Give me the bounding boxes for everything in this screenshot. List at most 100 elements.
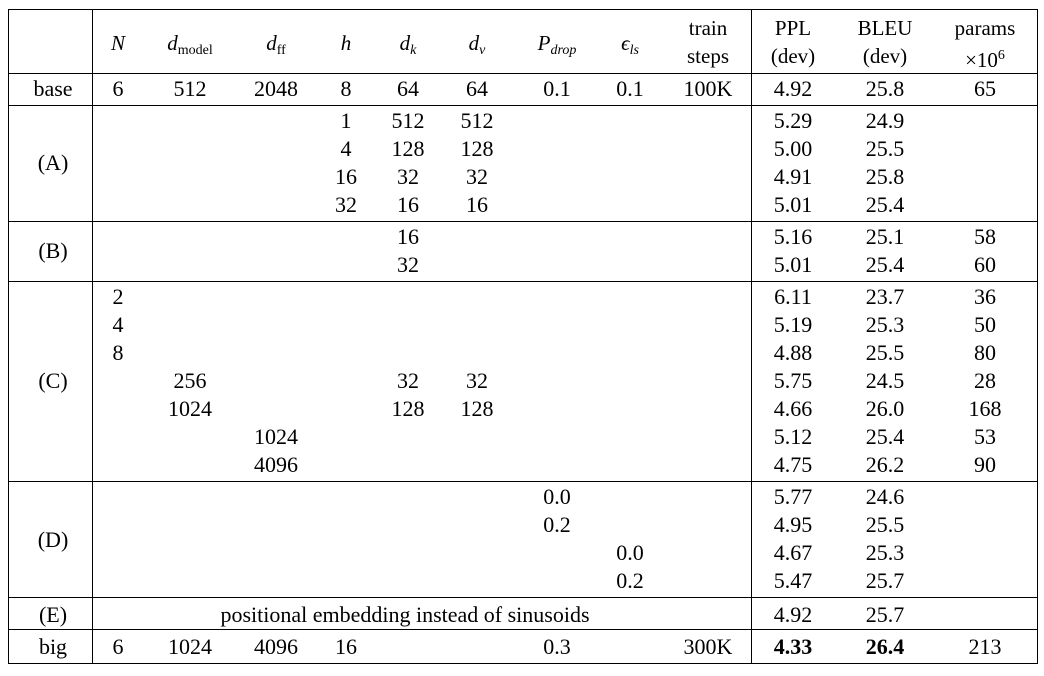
cell-bleu: 25.3	[865, 312, 905, 337]
col-header-p-drop: Pdrop	[538, 31, 577, 63]
cell-N: 2	[112, 284, 124, 309]
cell-d-v: 16	[466, 192, 488, 217]
cell-bleu: 25.7	[865, 602, 905, 627]
cell-steps: 100K	[683, 76, 733, 101]
horizontal-rule-5	[8, 481, 1038, 482]
cell-params: 80	[974, 340, 996, 365]
cell-eps: 0.2	[616, 568, 644, 593]
col-header-d-ff: dff	[266, 31, 286, 63]
cell-h: 8	[340, 76, 352, 101]
cell-d-v: 32	[466, 368, 488, 393]
cell-bleu: 25.5	[865, 136, 905, 161]
horizontal-rule-6	[8, 597, 1038, 598]
cell-d-k: 128	[391, 136, 425, 161]
col-header-N: N	[111, 31, 125, 55]
cell-d-k: 512	[391, 108, 425, 133]
col-header-eps-ls: ϵls	[621, 31, 639, 63]
cell-h: 1	[340, 108, 352, 133]
cell-ppl: 5.12	[773, 424, 813, 449]
cell-h: 4	[340, 136, 352, 161]
E-row-description: positional embedding instead of sinusoid…	[220, 602, 590, 627]
cell-ppl: 5.01	[773, 192, 813, 217]
group-label-base: base	[33, 76, 73, 101]
cell-params: 36	[974, 284, 996, 309]
col-header-h: h	[341, 31, 352, 55]
metrics-column-rule	[751, 9, 752, 663]
cell-h: 16	[335, 634, 357, 659]
col-header-h-text: h	[340, 31, 352, 55]
col-header-eps-ls-sub: ls	[629, 43, 639, 58]
cell-bleu: 24.6	[865, 484, 905, 509]
cell-params: 213	[968, 634, 1002, 659]
cell-ppl: 5.75	[773, 368, 813, 393]
cell-params: 58	[974, 224, 996, 249]
cell-ppl: 5.01	[773, 252, 813, 277]
cell-bleu: 25.5	[865, 512, 905, 537]
cell-bleu: 25.3	[865, 540, 905, 565]
col-header-d-k-sub: k	[410, 43, 417, 58]
cell-N: 4	[112, 312, 124, 337]
cell-bleu: 24.5	[865, 368, 905, 393]
cell-bleu: 26.4	[865, 634, 905, 659]
cell-N: 8	[112, 340, 124, 365]
cell-d-ff: 1024	[254, 424, 298, 449]
cell-bleu: 25.4	[865, 192, 905, 217]
cell-bleu: 23.7	[865, 284, 905, 309]
col-header-d-v-sub: v	[479, 43, 486, 58]
cell-d-model: 1024	[168, 396, 212, 421]
cell-d-ff: 2048	[254, 76, 298, 101]
cell-d-v: 128	[460, 396, 494, 421]
col-header-bleu-line1: BLEU	[857, 16, 913, 40]
cell-d-model: 1024	[168, 634, 212, 659]
horizontal-rule-1	[8, 73, 1038, 74]
cell-ppl: 4.91	[773, 164, 813, 189]
cell-ppl: 4.66	[773, 396, 813, 421]
cell-bleu: 25.8	[865, 164, 905, 189]
col-header-params-line2: ×106	[965, 44, 1005, 72]
cell-ppl: 4.92	[773, 76, 813, 101]
cell-params: 60	[974, 252, 996, 277]
cell-bleu: 25.4	[865, 424, 905, 449]
cell-bleu: 24.9	[865, 108, 905, 133]
cell-d-k: 64	[397, 76, 419, 101]
col-header-d-v-base: d	[468, 31, 480, 55]
cell-p-drop: 0.2	[543, 512, 571, 537]
cell-bleu: 25.4	[865, 252, 905, 277]
cell-params: 168	[968, 396, 1002, 421]
group-label-C: (C)	[38, 368, 68, 393]
horizontal-rule-4	[8, 281, 1038, 282]
cell-d-ff: 4096	[254, 634, 298, 659]
group-column-rule	[92, 9, 93, 663]
col-header-d-model-base: d	[167, 31, 178, 55]
cell-d-k: 128	[391, 396, 425, 421]
cell-params: 53	[974, 424, 996, 449]
cell-ppl: 5.16	[773, 224, 813, 249]
cell-bleu: 25.1	[865, 224, 905, 249]
cell-eps: 0.0	[616, 540, 644, 565]
cell-params: 65	[974, 76, 996, 101]
cell-params: 90	[974, 452, 996, 477]
cell-p-drop: 0.0	[543, 484, 571, 509]
cell-h: 32	[335, 192, 357, 217]
col-header-d-model-sub: model	[177, 43, 213, 58]
col-header-params-times: ×10	[965, 48, 998, 72]
horizontal-rule-3	[8, 221, 1038, 222]
cell-ppl: 4.33	[773, 634, 813, 659]
cell-h: 16	[335, 164, 357, 189]
col-header-bleu-line2: (dev)	[862, 44, 908, 68]
col-header-ppl-line1: PPL	[774, 16, 812, 40]
group-label-D: (D)	[37, 527, 69, 552]
group-label-big: big	[38, 634, 68, 659]
col-header-params-exp: 6	[997, 48, 1005, 63]
cell-d-v: 32	[466, 164, 488, 189]
cell-bleu: 25.8	[865, 76, 905, 101]
cell-d-v: 64	[466, 76, 488, 101]
group-label-E: (E)	[38, 602, 68, 627]
col-header-p-drop-sub: drop	[550, 43, 577, 58]
cell-bleu: 26.0	[865, 396, 905, 421]
cell-ppl: 4.88	[773, 340, 813, 365]
col-header-d-ff-sub: ff	[276, 43, 286, 58]
cell-N: 6	[112, 634, 124, 659]
col-header-d-k-base: d	[399, 31, 411, 55]
cell-p-drop: 0.3	[543, 634, 571, 659]
